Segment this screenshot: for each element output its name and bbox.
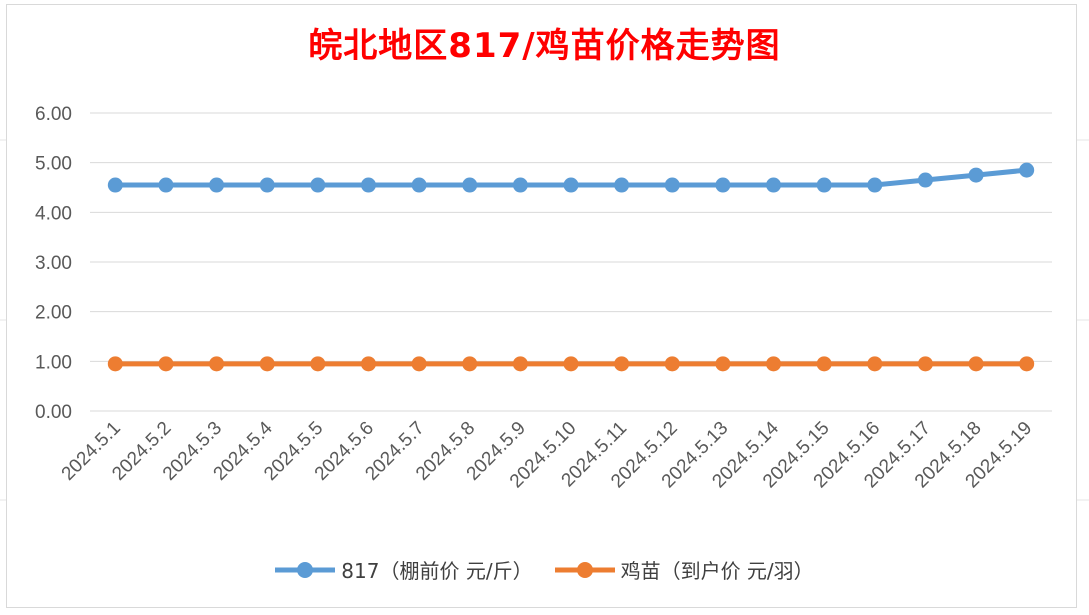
y-tick-label: 4.00 <box>35 203 72 224</box>
data-point <box>968 356 984 372</box>
chart-area[interactable] <box>6 4 1077 608</box>
y-tick-label: 0.00 <box>35 402 72 423</box>
data-point <box>107 177 123 193</box>
data-point <box>512 177 528 193</box>
data-point <box>411 356 427 372</box>
data-point <box>259 177 275 193</box>
data-point <box>917 172 933 188</box>
data-point <box>360 177 376 193</box>
data-point <box>867 177 883 193</box>
data-point <box>816 356 832 372</box>
data-point <box>664 177 680 193</box>
data-point <box>563 177 579 193</box>
legend-swatch-chick <box>554 561 615 578</box>
data-point <box>310 177 326 193</box>
data-point <box>158 356 174 372</box>
data-point <box>209 177 225 193</box>
data-point <box>766 177 782 193</box>
data-point <box>816 177 832 193</box>
data-point <box>867 356 883 372</box>
data-point <box>259 356 275 372</box>
y-tick-label: 1.00 <box>35 352 72 373</box>
data-point <box>1019 356 1035 372</box>
data-point <box>614 356 630 372</box>
data-point <box>360 356 376 372</box>
chart-legend: 817（棚前价 元/斤） 鸡苗（到户价 元/羽） <box>0 555 1089 584</box>
data-point <box>715 177 731 193</box>
y-tick-label: 2.00 <box>35 303 72 324</box>
legend-swatch-817 <box>275 561 336 578</box>
data-point <box>462 356 478 372</box>
chart-title: 皖北地区817/鸡苗价格走势图 <box>308 26 781 66</box>
legend-label-817: 817（棚前价 元/斤） <box>341 559 533 583</box>
legend-item-817: 817（棚前价 元/斤） <box>275 555 533 584</box>
data-point <box>917 356 933 372</box>
data-point <box>209 356 225 372</box>
data-point <box>411 177 427 193</box>
legend-label-chick: 鸡苗（到户价 元/羽） <box>620 559 814 583</box>
data-point <box>1019 162 1035 178</box>
data-point <box>968 167 984 183</box>
data-point <box>614 177 630 193</box>
y-tick-label: 5.00 <box>35 154 72 175</box>
data-point <box>664 356 680 372</box>
data-point <box>158 177 174 193</box>
y-tick-label: 3.00 <box>35 253 72 274</box>
legend-item-chick: 鸡苗（到户价 元/羽） <box>554 555 814 584</box>
data-point <box>512 356 528 372</box>
data-point <box>310 356 326 372</box>
data-point <box>563 356 579 372</box>
data-point <box>715 356 731 372</box>
data-point <box>107 356 123 372</box>
data-point <box>462 177 478 193</box>
y-tick-label: 6.00 <box>35 104 72 125</box>
data-point <box>766 356 782 372</box>
